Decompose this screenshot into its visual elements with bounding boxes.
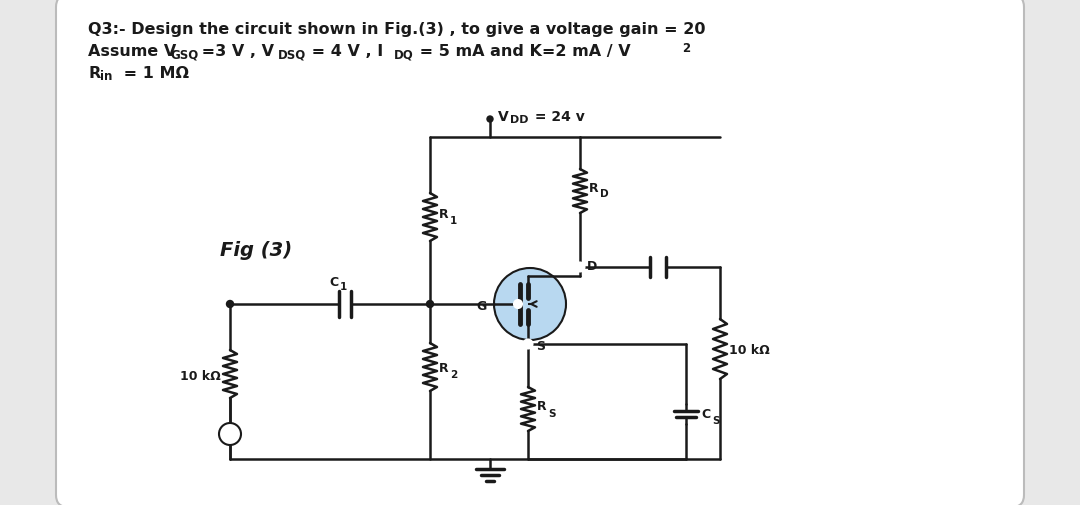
Text: 2: 2 bbox=[450, 369, 457, 379]
Text: =3 V , V: =3 V , V bbox=[195, 44, 274, 59]
Text: DSQ: DSQ bbox=[278, 48, 307, 61]
Text: V: V bbox=[498, 110, 509, 124]
Text: 2: 2 bbox=[681, 42, 690, 55]
Text: Assume V: Assume V bbox=[87, 44, 176, 59]
Text: R: R bbox=[589, 181, 598, 194]
Text: DD: DD bbox=[510, 115, 528, 125]
Text: R: R bbox=[438, 207, 448, 220]
Text: R: R bbox=[87, 66, 100, 81]
Circle shape bbox=[219, 423, 241, 445]
Text: 10 kΩ: 10 kΩ bbox=[180, 370, 220, 383]
Text: = 4 V , I: = 4 V , I bbox=[306, 44, 383, 59]
Text: G: G bbox=[476, 299, 486, 312]
Text: S: S bbox=[712, 415, 719, 425]
Text: DQ: DQ bbox=[394, 48, 414, 61]
Circle shape bbox=[514, 300, 522, 309]
Circle shape bbox=[427, 301, 433, 308]
Text: = 24 v: = 24 v bbox=[530, 110, 584, 124]
Text: D: D bbox=[600, 189, 609, 198]
Text: S: S bbox=[548, 408, 555, 418]
Circle shape bbox=[494, 269, 566, 340]
Text: Fig (3): Fig (3) bbox=[220, 240, 292, 259]
Text: GSQ: GSQ bbox=[170, 48, 199, 61]
Circle shape bbox=[576, 263, 584, 272]
Text: Q3:- Design the circuit shown in Fig.(3) , to give a voltage gain = 20: Q3:- Design the circuit shown in Fig.(3)… bbox=[87, 22, 705, 37]
Circle shape bbox=[524, 340, 532, 349]
Text: 1: 1 bbox=[340, 281, 348, 291]
Text: = 1 MΩ: = 1 MΩ bbox=[118, 66, 189, 81]
Text: C: C bbox=[701, 408, 711, 421]
Text: S: S bbox=[536, 339, 545, 352]
Text: D: D bbox=[588, 260, 597, 273]
FancyBboxPatch shape bbox=[56, 0, 1024, 505]
Circle shape bbox=[487, 117, 492, 123]
Text: 10 kΩ: 10 kΩ bbox=[729, 343, 770, 356]
Text: C: C bbox=[329, 276, 338, 289]
Text: in: in bbox=[100, 70, 112, 83]
Text: R: R bbox=[537, 400, 546, 413]
Circle shape bbox=[227, 301, 233, 308]
Text: = 5 mA and K=2 mA / V: = 5 mA and K=2 mA / V bbox=[414, 44, 631, 59]
Text: 1: 1 bbox=[450, 216, 457, 226]
Text: R: R bbox=[438, 361, 448, 374]
